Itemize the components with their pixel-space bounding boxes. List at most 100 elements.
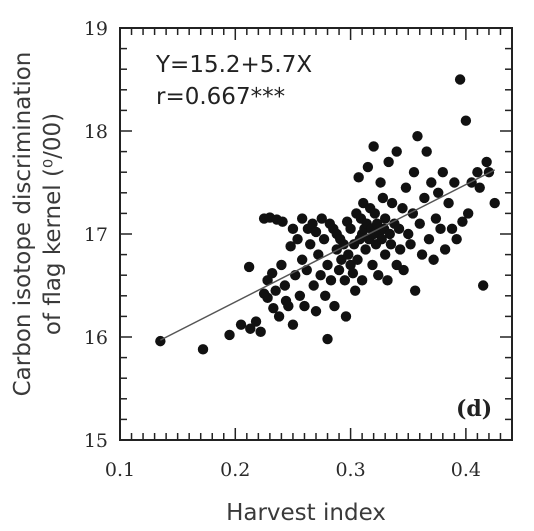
data-point [307,218,318,229]
y-tick-label: 15 [84,430,108,452]
data-point [419,192,430,204]
data-point [430,213,442,224]
data-point [270,285,281,296]
data-point [360,244,371,255]
data-point [296,213,308,224]
data-point [409,285,421,296]
data-point [477,280,489,291]
data-point [393,223,405,235]
data-point [433,187,444,198]
data-point [338,239,349,250]
y-tick-label: 16 [84,327,108,349]
data-point [397,203,408,214]
data-point [266,267,278,279]
data-point [277,216,288,227]
data-point [325,275,337,286]
data-point [283,300,294,312]
y-axis-title: Carbon isotope discrimination of flag ke… [10,52,66,397]
data-point [268,302,279,314]
data-point [243,261,255,273]
data-point [443,197,454,209]
data-point [375,177,386,188]
data-point [462,208,474,219]
data-point [382,275,393,286]
data-point [369,208,380,219]
data-point [340,311,352,322]
data-point [362,161,374,173]
data-point [310,226,322,238]
y-axis-title-line2: of flag kernel (⁰/00) [40,113,66,335]
data-point [414,218,425,229]
data-point [339,275,351,286]
data-point [403,228,414,240]
data-point [385,239,397,250]
y-tick-label: 19 [84,18,108,40]
data-point [379,213,391,224]
data-point [329,300,340,312]
data-point [489,197,500,209]
data-point [305,239,316,250]
data-points [155,74,500,355]
x-tick-label: 0.4 [451,459,481,481]
data-point [345,223,356,235]
data-point [356,275,368,286]
data-point [472,167,483,178]
data-point [250,316,262,327]
data-point [421,146,432,157]
data-point [428,254,439,265]
data-point [437,167,449,178]
regression-line [160,169,496,341]
regression-equation: Y=15.2+5.7X [155,52,312,78]
data-point [292,233,303,245]
data-point [299,300,310,312]
data-point [310,306,322,317]
data-point [320,290,331,301]
axis-ticks: 0.1 0.2 0.3 0.4 15 16 17 18 19 [84,18,513,481]
data-point [287,223,299,235]
data-point [412,130,423,142]
y-axis-title-line1: Carbon isotope discrimination [10,52,36,397]
data-point [197,344,209,355]
data-point [343,249,354,260]
data-point [333,264,345,276]
data-point [379,249,391,260]
data-point [308,280,319,291]
data-point [273,311,285,322]
data-point [224,329,235,341]
data-point [454,74,466,85]
panel-label: (d) [456,396,492,422]
data-point [367,259,378,271]
data-point [350,285,361,296]
data-point [451,233,462,245]
data-point [384,228,395,240]
data-point [316,213,327,224]
data-point [245,323,256,334]
data-point [398,264,409,276]
data-point [449,177,460,188]
data-point [285,241,296,252]
data-point [460,115,472,126]
correlation-coefficient: r=0.667*** [156,84,285,110]
data-point [353,172,364,183]
data-point [347,267,359,279]
data-point [394,244,406,255]
data-point [287,319,299,330]
data-point [352,254,363,265]
data-point [416,249,428,260]
data-point [383,156,394,168]
y-tick-label: 18 [84,121,108,143]
y-tick-label: 17 [84,224,108,246]
data-point [279,280,291,291]
data-point [255,326,266,338]
data-point [386,197,398,209]
x-axis-title: Harvest index [226,500,386,526]
data-point [322,333,333,345]
data-point [423,233,435,245]
data-point [294,290,306,301]
x-tick-label: 0.2 [220,459,250,481]
data-point [435,223,446,235]
x-tick-label: 0.1 [105,459,135,481]
data-point [368,141,379,152]
x-tick-label: 0.3 [335,459,365,481]
